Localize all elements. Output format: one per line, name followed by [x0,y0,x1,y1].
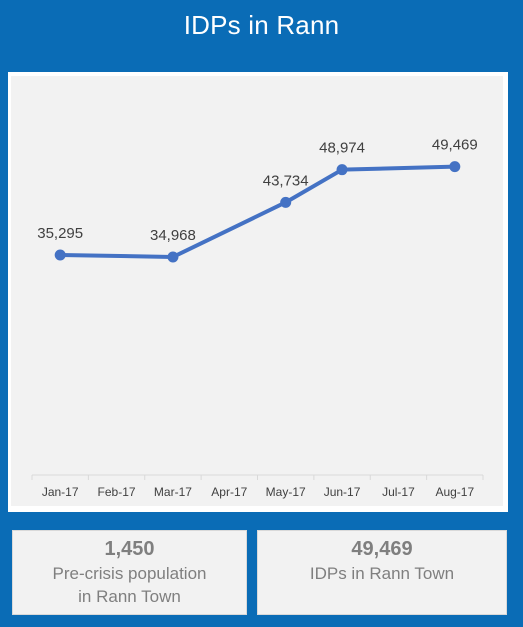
data-label: 34,968 [150,227,196,244]
x-tick-label: Mar-17 [154,485,192,499]
x-tick-label: Jul-17 [382,485,415,499]
data-point-marker [54,249,66,261]
pre-crisis-population-label-line2: in Rann Town [78,587,181,606]
chart-area: Jan-17 Feb-17 Mar-17 Apr-17 May-17 Jun-17 Jul-… [11,76,503,506]
x-tick-label: May-17 [266,485,306,499]
data-label: 35,295 [37,225,83,242]
x-tick-label: Apr-17 [211,485,247,499]
x-tick-label: Jun-17 [324,485,361,499]
pre-crisis-population-value: 1,450 [104,538,155,560]
x-tick-label: Feb-17 [98,485,136,499]
pre-crisis-population-card: 1,450 Pre-crisis population in Rann Town [12,530,247,615]
data-label: 49,469 [432,137,478,154]
idps-rann-town-label: IDPs in Rann Town [309,564,455,583]
x-tick-label: Jan-17 [42,485,79,499]
idps-rann-town-value: 49,469 [351,538,413,560]
chart-panel: Jan-17 Feb-17 Mar-17 Apr-17 May-17 Jun-17 Jul-… [8,72,508,512]
summary-cards: 1,450 Pre-crisis population in Rann Town… [0,530,523,620]
pre-crisis-population-label-line1: Pre-crisis population [52,564,207,583]
x-tick-label: Aug-17 [435,485,474,499]
data-label: 48,974 [319,140,365,157]
data-point-marker [336,164,348,176]
line-chart: Jan-17 Feb-17 Mar-17 Apr-17 May-17 Jun-17 Jul-… [31,137,484,499]
data-point-marker [167,251,179,263]
data-point-marker [449,161,461,173]
page-title: IDPs in Rann [183,10,340,40]
idps-rann-town-card: 49,469 IDPs in Rann Town [257,530,507,615]
data-label: 43,734 [263,172,309,189]
data-point-marker [280,196,292,208]
series-line [58,164,457,259]
